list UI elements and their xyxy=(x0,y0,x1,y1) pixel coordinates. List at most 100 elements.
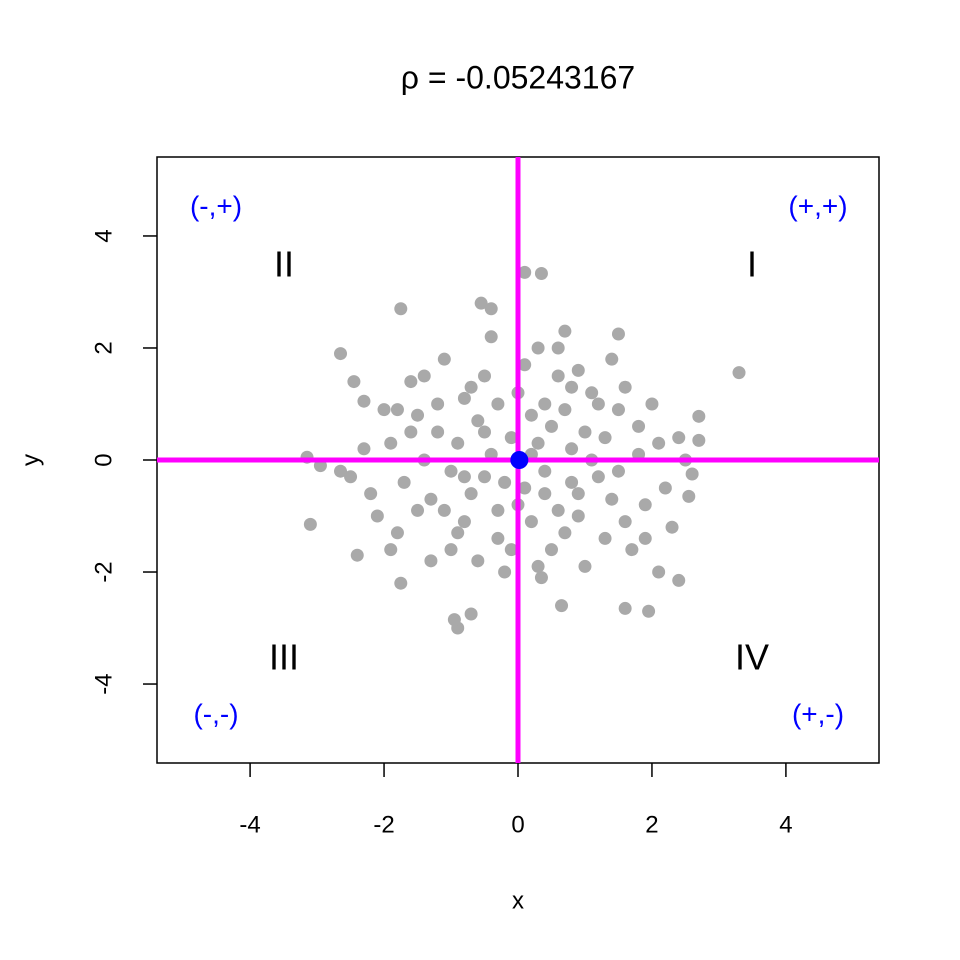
scatter-point xyxy=(538,397,552,411)
scatter-point xyxy=(565,475,579,489)
scatter-point xyxy=(645,397,659,411)
scatter-point xyxy=(484,302,498,316)
x-tick-label: 0 xyxy=(511,811,524,838)
scatter-point xyxy=(417,369,431,383)
scatter-point xyxy=(464,380,478,394)
scatter-point xyxy=(404,425,418,439)
scatter-point xyxy=(437,352,451,366)
scatter-point xyxy=(585,386,599,400)
scatter-point xyxy=(571,363,585,377)
scatter-point xyxy=(638,531,652,545)
scatter-point xyxy=(451,526,465,540)
scatter-point xyxy=(605,352,619,366)
scatter-point xyxy=(591,470,605,484)
quadrant-label: III xyxy=(269,637,299,678)
scatter-point xyxy=(411,503,425,517)
scatter-point xyxy=(384,543,398,557)
scatter-point xyxy=(377,403,391,417)
scatter-point xyxy=(394,576,408,590)
scatter-point xyxy=(357,442,371,456)
scatter-point xyxy=(334,464,348,478)
sign-label: (+,-) xyxy=(792,698,844,729)
scatter-point xyxy=(682,489,696,503)
scatter-point xyxy=(491,397,505,411)
quadrant-label: IV xyxy=(735,637,769,678)
quadrant-label: I xyxy=(747,244,757,285)
scatter-point xyxy=(504,543,518,557)
scatter-point xyxy=(390,526,404,540)
scatter-point xyxy=(478,470,492,484)
scatter-point xyxy=(504,431,518,445)
scatter-point xyxy=(474,296,488,310)
scatter-point xyxy=(518,358,532,372)
quadrant-label: II xyxy=(274,244,294,285)
scatter-point xyxy=(638,498,652,512)
scatter-point xyxy=(591,397,605,411)
scatter-point xyxy=(457,515,471,529)
scatter-point xyxy=(578,425,592,439)
scatter-point xyxy=(672,431,686,445)
scatter-point xyxy=(471,554,485,568)
scatter-point xyxy=(357,394,371,408)
scatter-point xyxy=(551,341,565,355)
scatter-point xyxy=(491,531,505,545)
scatter-point xyxy=(347,375,361,389)
scatter-point xyxy=(498,475,512,489)
scatter-point xyxy=(618,601,632,615)
scatter-point xyxy=(447,613,461,627)
scatter-point xyxy=(558,324,572,338)
scatter-point xyxy=(551,369,565,383)
scatter-point xyxy=(732,366,746,380)
x-axis-label: x xyxy=(512,887,524,914)
scatter-point xyxy=(344,470,358,484)
scatter-point xyxy=(658,481,672,495)
scatter-point xyxy=(478,369,492,383)
scatter-point xyxy=(652,436,666,450)
scatter-point xyxy=(531,436,545,450)
scatter-point xyxy=(605,492,619,506)
scatter-point xyxy=(598,531,612,545)
scatter-point xyxy=(632,419,646,433)
y-tick-label: 0 xyxy=(90,453,117,466)
scatter-point xyxy=(524,408,538,422)
scatter-point xyxy=(672,573,686,587)
scatter-point xyxy=(484,330,498,344)
scatter-point xyxy=(538,487,552,501)
scatter-point xyxy=(498,565,512,579)
scatter-point xyxy=(558,526,572,540)
scatter-point xyxy=(431,397,445,411)
scatter-point xyxy=(464,487,478,501)
scatter-point xyxy=(555,599,569,613)
scatter-point xyxy=(544,419,558,433)
scatter-point xyxy=(444,464,458,478)
scatter-point xyxy=(685,467,699,481)
y-tick-label: -4 xyxy=(90,673,117,694)
scatter-point xyxy=(518,265,532,279)
scatter-point xyxy=(571,509,585,523)
scatter-point xyxy=(534,571,548,585)
y-tick-label: 4 xyxy=(90,229,117,242)
scatter-point xyxy=(652,565,666,579)
scatter-point xyxy=(384,436,398,450)
scatter-point xyxy=(491,503,505,517)
scatter-point xyxy=(531,341,545,355)
scatter-point xyxy=(471,414,485,428)
scatter-point xyxy=(437,503,451,517)
y-axis-label: y xyxy=(17,454,44,466)
x-tick-label: 4 xyxy=(779,811,792,838)
scatter-point xyxy=(444,543,458,557)
x-tick-label: 2 xyxy=(645,811,658,838)
scatter-point xyxy=(565,442,579,456)
scatter-point xyxy=(394,302,408,316)
scatter-point xyxy=(642,604,656,618)
scatter-point xyxy=(571,487,585,501)
scatter-point xyxy=(518,481,532,495)
scatter-point xyxy=(364,487,378,501)
scatter-point xyxy=(390,403,404,417)
scatter-point xyxy=(411,408,425,422)
scatter-point xyxy=(524,515,538,529)
y-tick-label: 2 xyxy=(90,341,117,354)
scatter-point xyxy=(665,520,679,534)
chart-title: ρ = -0.05243167 xyxy=(401,59,635,95)
